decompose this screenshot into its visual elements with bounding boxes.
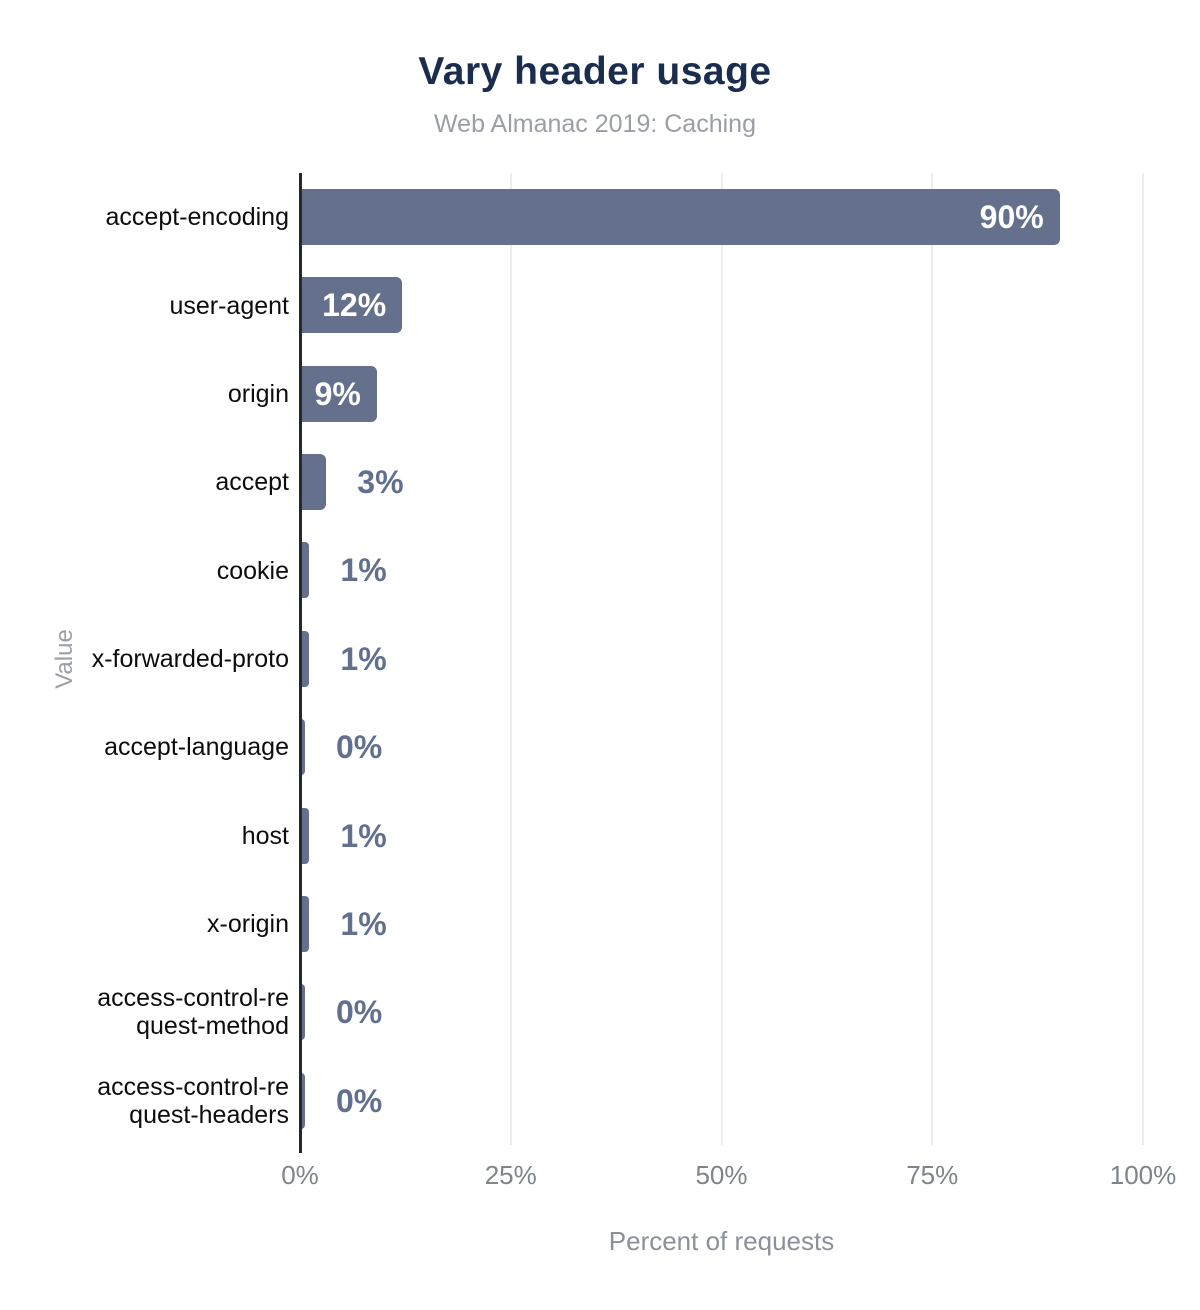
x-axis-title: Percent of requests bbox=[608, 1226, 835, 1256]
x-axis-ticks: 0% 25% 50% 75% 100% bbox=[281, 1160, 1176, 1192]
x-axis-tick: 75% bbox=[906, 1160, 959, 1190]
bar[interactable] bbox=[301, 542, 310, 599]
bar[interactable] bbox=[301, 984, 305, 1041]
bar-row: access-control-re quest-method 0% bbox=[97, 968, 1143, 1056]
bar[interactable] bbox=[301, 365, 377, 422]
gridline bbox=[720, 173, 723, 1145]
value-label: 90% bbox=[979, 199, 1044, 235]
y-axis-line bbox=[299, 173, 302, 1153]
bar[interactable] bbox=[301, 277, 403, 334]
bar-row: access-control-re quest-headers 0% bbox=[97, 1057, 1143, 1145]
bar[interactable] bbox=[301, 807, 310, 864]
gridline bbox=[1142, 173, 1144, 1145]
gridline bbox=[509, 173, 512, 1145]
x-axis-tick: 50% bbox=[695, 1160, 748, 1190]
category-label: host bbox=[241, 821, 289, 850]
category-label: x-forwarded-proto bbox=[91, 644, 289, 673]
plot-area: accept-encoding 90% user-agent 12% origi… bbox=[92, 173, 1144, 1153]
bar-row: user-agent 12% bbox=[169, 261, 1143, 349]
category-label: access-control-re quest-headers bbox=[97, 1072, 289, 1129]
category-label: access-control-re quest-method bbox=[97, 984, 289, 1041]
bar[interactable] bbox=[301, 719, 305, 776]
x-axis-tick: 0% bbox=[281, 1160, 319, 1190]
x-axis-tick: 25% bbox=[484, 1160, 537, 1190]
gridline bbox=[931, 173, 934, 1145]
bar-row: host 1% bbox=[242, 792, 1143, 880]
value-label: 0% bbox=[336, 729, 383, 766]
value-label: 0% bbox=[336, 1082, 383, 1119]
category-label: accept-encoding bbox=[105, 203, 289, 232]
value-label: 1% bbox=[340, 552, 387, 589]
bar[interactable] bbox=[301, 630, 310, 687]
bar-row: x-origin 1% bbox=[207, 880, 1143, 968]
value-label: 1% bbox=[340, 905, 387, 942]
x-axis-tick: 100% bbox=[1109, 1160, 1177, 1190]
chart-title: Vary header usage bbox=[418, 50, 772, 93]
category-label: user-agent bbox=[169, 291, 289, 320]
value-label: 12% bbox=[322, 287, 387, 324]
category-label: x-origin bbox=[207, 910, 289, 939]
category-label: accept-language bbox=[104, 733, 289, 762]
bar-row: origin 9% bbox=[228, 350, 1143, 438]
bar-row: x-forwarded-proto 1% bbox=[92, 615, 1143, 703]
bar[interactable] bbox=[301, 189, 1060, 245]
value-label: 1% bbox=[340, 640, 387, 677]
bar[interactable] bbox=[301, 1072, 305, 1129]
chart-subtitle: Web Almanac 2019: Caching bbox=[434, 110, 756, 138]
category-label: accept bbox=[215, 468, 289, 497]
category-label: origin bbox=[227, 379, 289, 408]
value-label: 3% bbox=[357, 464, 404, 501]
value-label: 9% bbox=[314, 375, 361, 412]
value-label: 0% bbox=[336, 994, 383, 1031]
category-label: cookie bbox=[216, 556, 289, 585]
bar-row: accept-language 0% bbox=[104, 703, 1143, 791]
bar-rows: accept-encoding 90% user-agent 12% origi… bbox=[92, 173, 1143, 1145]
value-label: 1% bbox=[340, 817, 387, 854]
bar[interactable] bbox=[301, 895, 310, 952]
bar-row: accept-encoding 90% bbox=[106, 173, 1143, 261]
bar[interactable] bbox=[301, 454, 327, 511]
bar-row: accept 3% bbox=[215, 438, 1143, 526]
bar-row: cookie 1% bbox=[217, 526, 1143, 614]
